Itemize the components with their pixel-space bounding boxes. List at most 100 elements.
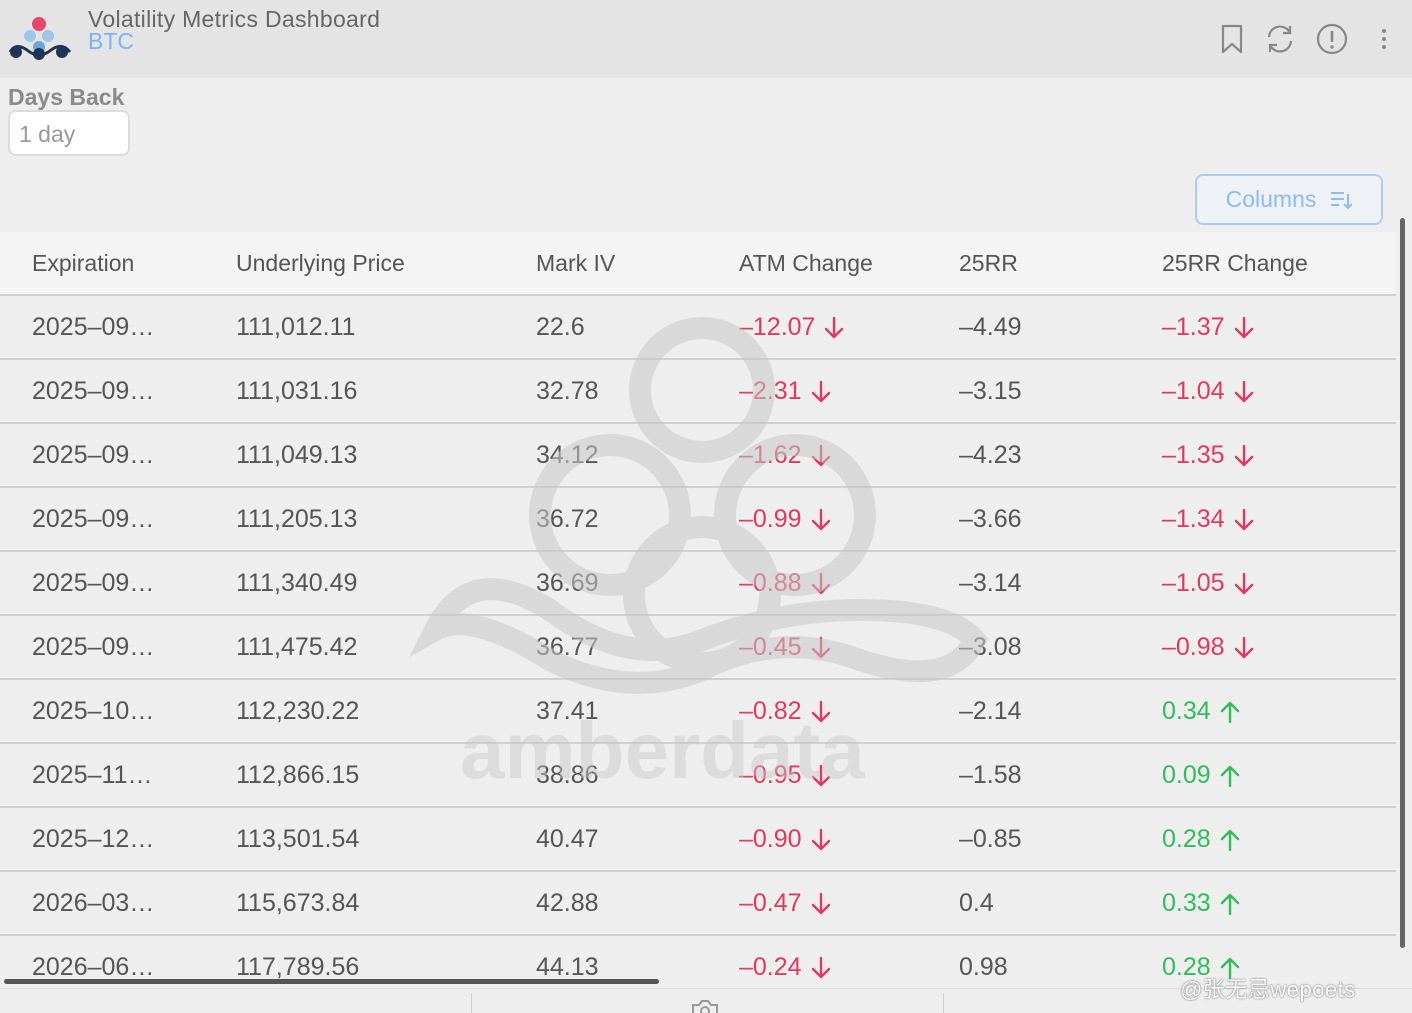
cell-25rr: –3.08 <box>959 633 1022 661</box>
cell-atm-change: –2.31 <box>739 360 832 422</box>
table-row[interactable]: 2025–09… 111,031.16 32.78 –2.31 –3.15 –1.04 <box>0 360 1396 424</box>
column-header-underlying-price[interactable]: Underlying Price <box>236 250 405 276</box>
cell-25rr-change: –1.04 <box>1162 360 1255 422</box>
arrow-down-icon <box>825 317 844 339</box>
cell-25rr-change: 0.33 <box>1162 872 1241 934</box>
cell-atm-change: –0.99 <box>739 488 832 550</box>
cell-expiration: 2025–09… <box>32 313 155 341</box>
cell-mark-iv: 42.88 <box>536 889 599 917</box>
atm-change-value: –2.31 <box>739 377 802 405</box>
atm-change-value: –1.62 <box>739 441 802 469</box>
cell-underlying-price: 111,012.11 <box>236 313 356 341</box>
cell-expiration: 2025–09… <box>32 505 155 533</box>
atm-change-value: –0.95 <box>739 761 802 789</box>
cell-expiration: 2025–09… <box>32 633 155 661</box>
dashboard-header: Volatility Metrics Dashboard BTC <box>0 0 1412 78</box>
arrow-down-icon <box>811 893 830 915</box>
cell-25rr: –4.49 <box>959 313 1022 341</box>
cell-expiration: 2026–06… <box>32 953 155 981</box>
cell-mark-iv: 22.6 <box>536 313 585 341</box>
asset-subtitle: BTC <box>88 28 134 54</box>
cell-mark-iv: 40.47 <box>536 825 599 853</box>
cell-expiration: 2025–09… <box>32 441 155 469</box>
atm-change-value: –0.24 <box>739 953 802 981</box>
horizontal-scrollbar[interactable] <box>4 979 659 984</box>
table-row[interactable]: 2025–12… 113,501.54 40.47 –0.90 –0.85 0.28 <box>0 808 1396 872</box>
arrow-down-icon <box>1234 381 1253 403</box>
cell-underlying-price: 111,475.42 <box>236 633 358 661</box>
columns-button-label: Columns <box>1225 186 1317 212</box>
table-row[interactable]: 2025–09… 111,012.11 22.6 –12.07 –4.49 –1.37 <box>0 296 1396 360</box>
info-icon[interactable] <box>1315 22 1349 56</box>
table-row[interactable]: 2026–03… 115,673.84 42.88 –0.47 0.4 0.33 <box>0 872 1396 936</box>
cell-expiration: 2025–10… <box>32 697 155 725</box>
column-header-25rr-change[interactable]: 25RR Change <box>1162 250 1308 276</box>
credit-watermark: @张无忌wepoets <box>1180 977 1356 1002</box>
rr25-change-value: –1.05 <box>1162 569 1225 597</box>
footer-divider <box>943 993 944 1013</box>
cell-atm-change: –0.90 <box>739 808 832 870</box>
arrow-up-icon <box>1220 766 1239 788</box>
table-header-row: Expiration Underlying Price Mark IV ATM … <box>0 232 1396 296</box>
cell-25rr: –0.85 <box>959 825 1022 853</box>
rr25-change-value: 0.28 <box>1162 825 1211 853</box>
cell-25rr-change: –1.37 <box>1162 296 1255 358</box>
table-row[interactable]: 2025–10… 112,230.22 37.41 –0.82 –2.14 0.34 <box>0 680 1396 744</box>
column-header-atm-change[interactable]: ATM Change <box>739 250 873 276</box>
cell-atm-change: –0.47 <box>739 872 832 934</box>
refresh-icon[interactable] <box>1263 22 1297 56</box>
arrow-down-icon <box>1234 573 1253 595</box>
rr25-change-value: 0.33 <box>1162 889 1211 917</box>
arrow-down-icon <box>811 509 830 531</box>
cell-atm-change: –12.07 <box>739 296 845 358</box>
cell-expiration: 2025–12… <box>32 825 155 853</box>
column-header-mark-iv[interactable]: Mark IV <box>536 250 616 276</box>
cell-expiration: 2025–09… <box>32 377 155 405</box>
table-row[interactable]: 2025–09… 111,475.42 36.77 –0.45 –3.08 –0.98 <box>0 616 1396 680</box>
rr25-change-value: –1.37 <box>1162 313 1225 341</box>
days-back-select[interactable]: 1 day <box>8 110 130 156</box>
days-back-label: Days Back <box>8 84 125 110</box>
cell-underlying-price: 111,340.49 <box>236 569 358 597</box>
cell-mark-iv: 36.72 <box>536 505 599 533</box>
cell-atm-change: –1.62 <box>739 424 832 486</box>
table-body: 2025–09… 111,012.11 22.6 –12.07 –4.49 –1.37 20… <box>0 296 1396 1000</box>
camera-icon[interactable] <box>690 999 720 1013</box>
cell-25rr-change: 0.34 <box>1162 680 1241 742</box>
page-title: Volatility Metrics Dashboard <box>88 6 381 32</box>
cell-mark-iv: 38.86 <box>536 761 599 789</box>
arrow-up-icon <box>1220 702 1239 724</box>
cell-25rr-change: –1.05 <box>1162 552 1255 614</box>
rr25-change-value: 0.28 <box>1162 953 1211 981</box>
bookmark-icon[interactable] <box>1215 22 1249 56</box>
arrow-down-icon <box>811 829 830 851</box>
cell-25rr: –2.14 <box>959 697 1022 725</box>
table-row[interactable]: 2025–09… 111,340.49 36.69 –0.88 –3.14 –1.05 <box>0 552 1396 616</box>
rr25-change-value: –1.34 <box>1162 505 1225 533</box>
cell-atm-change: –0.82 <box>739 680 832 742</box>
columns-sort-icon <box>1331 191 1353 209</box>
arrow-down-icon <box>811 445 830 467</box>
arrow-up-icon <box>1220 830 1239 852</box>
cell-underlying-price: 113,501.54 <box>236 825 360 853</box>
column-header-expiration[interactable]: Expiration <box>32 250 135 276</box>
app-logo-icon <box>8 17 72 60</box>
column-header-25rr[interactable]: 25RR <box>959 250 1018 276</box>
columns-button[interactable]: Columns <box>1195 174 1383 225</box>
cell-25rr-change: 0.09 <box>1162 744 1241 806</box>
footer-bar <box>0 988 1412 1013</box>
table-row[interactable]: 2025–11… 112,866.15 38.86 –0.95 –1.58 0.09 <box>0 744 1396 808</box>
table-row[interactable]: 2025–09… 111,049.13 34.12 –1.62 –4.23 –1.35 <box>0 424 1396 488</box>
cell-expiration: 2026–03… <box>32 889 155 917</box>
arrow-down-icon <box>1234 445 1253 467</box>
rr25-change-value: –1.35 <box>1162 441 1225 469</box>
cell-25rr: –4.23 <box>959 441 1022 469</box>
vertical-scrollbar[interactable] <box>1400 218 1405 948</box>
cell-underlying-price: 117,789.56 <box>236 953 360 981</box>
cell-mark-iv: 34.12 <box>536 441 599 469</box>
table-row[interactable]: 2025–09… 111,205.13 36.72 –0.99 –3.66 –1.34 <box>0 488 1396 552</box>
cell-atm-change: –0.88 <box>739 552 832 614</box>
arrow-down-icon <box>811 573 830 595</box>
cell-25rr: –1.58 <box>959 761 1022 789</box>
more-vertical-icon[interactable] <box>1367 22 1401 56</box>
